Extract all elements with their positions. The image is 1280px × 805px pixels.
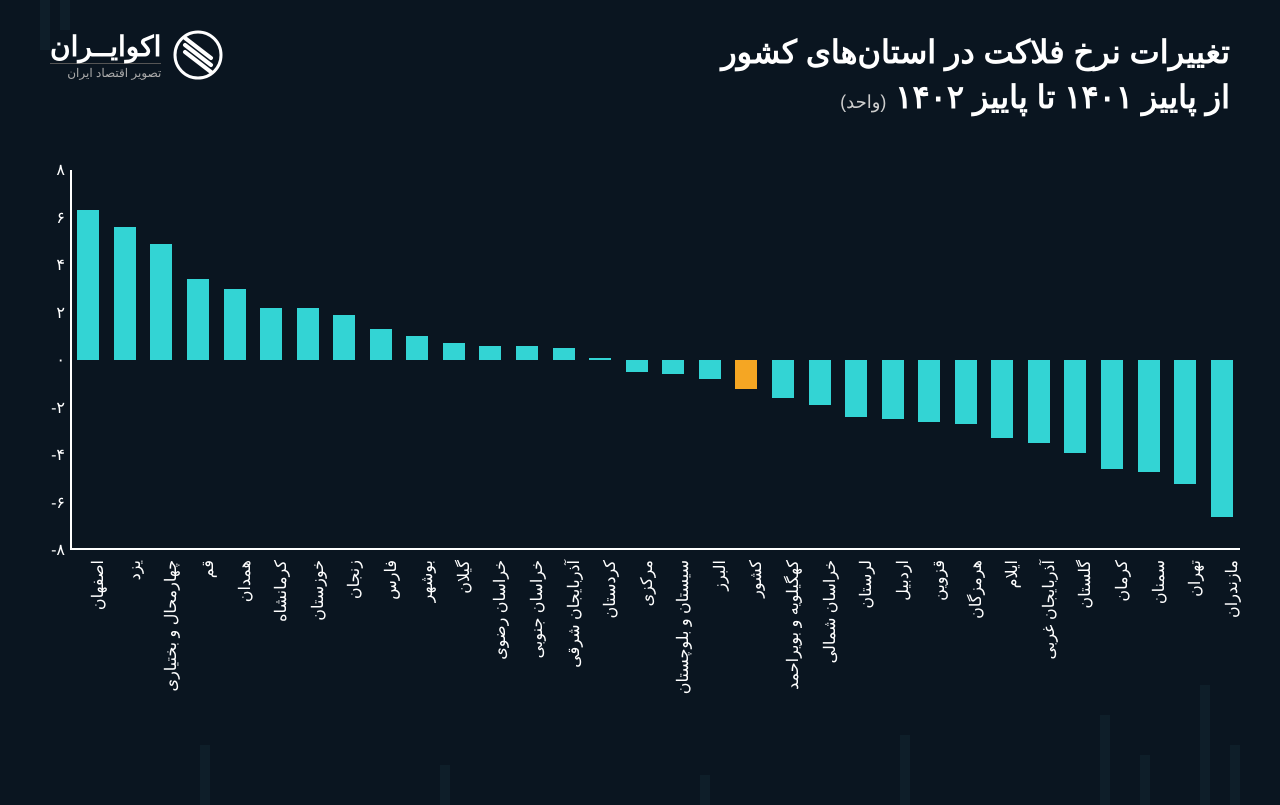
bar (955, 360, 977, 424)
bar (1211, 360, 1233, 517)
bar (845, 360, 867, 417)
bar (150, 244, 172, 360)
y-tick-label: ۶ (35, 208, 65, 228)
bar (882, 360, 904, 419)
y-tick-label: -۲ (35, 398, 65, 418)
bar (589, 358, 611, 360)
x-tick-label: خراسان جنوبی (527, 560, 547, 658)
x-tick-label: سیستان و بلوچستان (673, 560, 693, 694)
bar (772, 360, 794, 398)
x-tick-label: کرمانشاه (271, 560, 291, 622)
x-tick-label: بوشهر (417, 560, 437, 602)
bar (809, 360, 831, 405)
bar (370, 329, 392, 360)
bar (699, 360, 721, 379)
brand-logo: اکوایــران تصویر اقتصاد ایران (50, 30, 223, 80)
bar (260, 308, 282, 360)
bar (297, 308, 319, 360)
bar (1064, 360, 1086, 453)
x-tick-label: قزوین (929, 560, 949, 601)
x-tick-label: گلستان (1075, 560, 1095, 609)
bar (443, 343, 465, 360)
bar (1028, 360, 1050, 443)
logo-main-text: اکوایــران (50, 30, 161, 63)
x-tick-label: همدان (235, 560, 255, 602)
x-tick-label: گیلان (454, 560, 474, 594)
x-tick-label: لرستان (856, 560, 876, 609)
bar (479, 346, 501, 360)
x-tick-label: اردبیل (893, 560, 913, 601)
x-tick-label: کرمان (1112, 560, 1132, 602)
x-tick-label: ایلام (1002, 560, 1022, 588)
x-tick-label: اصفهان (88, 560, 108, 610)
bar (626, 360, 648, 372)
y-tick-label: ۴ (35, 255, 65, 275)
logo-sub-text: تصویر اقتصاد ایران (50, 63, 161, 80)
bar (224, 289, 246, 360)
y-tick-label: -۶ (35, 493, 65, 513)
bar (114, 227, 136, 360)
bar (187, 279, 209, 360)
title-line-1: تغییرات نرخ فلاکت در استان‌های کشور (721, 30, 1230, 75)
y-tick-label: ۰ (35, 350, 65, 370)
x-tick-label: آذربایجان شرقی (564, 560, 584, 668)
y-tick-label: -۴ (35, 445, 65, 465)
x-tick-label: تهران (1185, 560, 1205, 597)
bar (516, 346, 538, 360)
x-tick-label: سمنان (1149, 560, 1169, 604)
x-tick-label: خراسان شمالی (820, 560, 840, 663)
x-tick-label: البرز (710, 560, 730, 591)
bar (1138, 360, 1160, 472)
bar (918, 360, 940, 422)
chart-plot-area: -۸-۶-۴-۲۰۲۴۶۸ (70, 170, 1240, 550)
bar (1101, 360, 1123, 469)
x-tick-label: مازندران (1222, 560, 1242, 618)
bar (735, 360, 757, 389)
unit-label: (واحد) (840, 92, 886, 112)
chart-header: تغییرات نرخ فلاکت در استان‌های کشور از پ… (721, 30, 1230, 120)
bar (553, 348, 575, 360)
x-tick-label: قم (198, 560, 218, 578)
x-tick-label: خراسان رضوی (490, 560, 510, 660)
y-tick-label: ۲ (35, 303, 65, 323)
title-line-2: از پاییز ۱۴۰۱ تا پاییز ۱۴۰۲ (واحد) (721, 75, 1230, 120)
x-tick-label: کهگیلویه و بویراحمد (783, 560, 803, 690)
x-tick-label: یزد (125, 560, 145, 580)
x-axis-labels: اصفهان یزد چهارمحال و بختیاری قم همدان کرمانش… (70, 560, 1240, 780)
bar (991, 360, 1013, 438)
y-tick-label: ۸ (35, 160, 65, 180)
bar (1174, 360, 1196, 484)
bar (77, 210, 99, 360)
logo-icon (173, 30, 223, 80)
x-tick-label: کردستان (600, 560, 620, 618)
x-tick-label: چهارمحال و بختیاری (161, 560, 181, 691)
x-tick-label: هرمزگان (966, 560, 986, 619)
bar (406, 336, 428, 360)
y-axis: -۸-۶-۴-۲۰۲۴۶۸ (35, 170, 65, 550)
x-tick-label: آذربایجان غربی (1039, 560, 1059, 659)
bars-container (70, 170, 1240, 550)
x-tick-label: کشور (746, 560, 766, 598)
x-tick-label: زنجان (344, 560, 364, 599)
x-tick-label: مرکزی (637, 560, 657, 606)
y-tick-label: -۸ (35, 540, 65, 560)
bar (662, 360, 684, 374)
x-tick-label: خوزستان (308, 560, 328, 621)
bar (333, 315, 355, 360)
x-tick-label: فارس (381, 560, 401, 600)
